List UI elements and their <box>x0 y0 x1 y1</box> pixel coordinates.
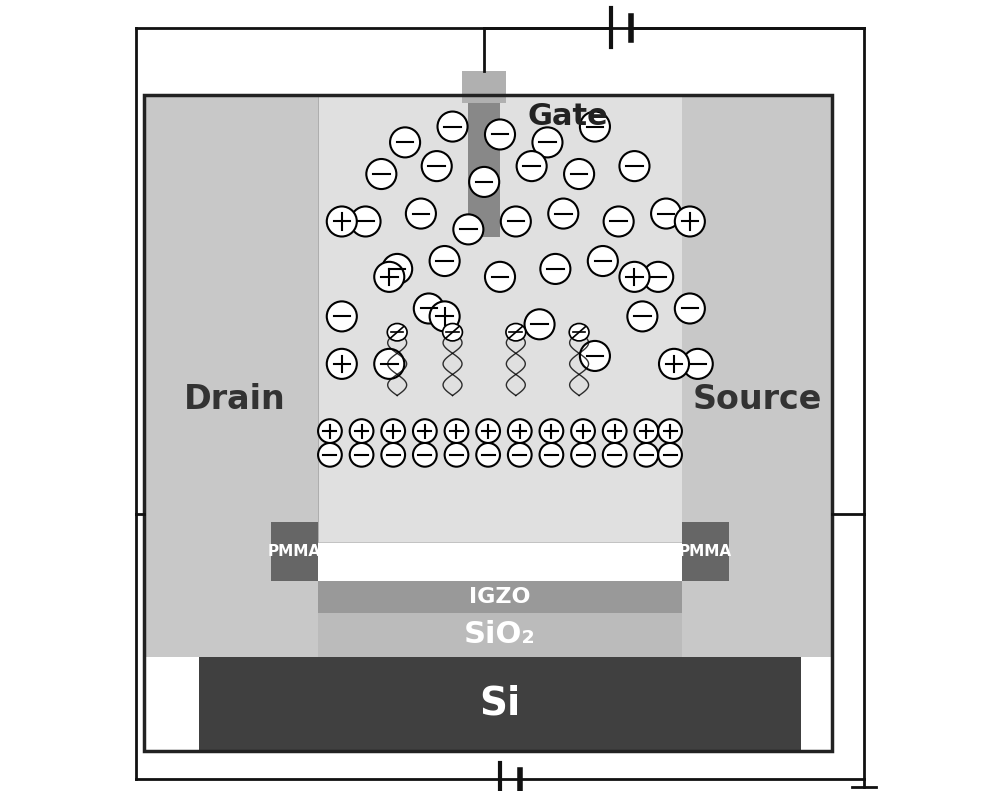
Circle shape <box>430 246 460 276</box>
FancyBboxPatch shape <box>318 581 682 613</box>
Circle shape <box>501 206 531 237</box>
Circle shape <box>318 443 342 467</box>
Circle shape <box>627 301 657 331</box>
Circle shape <box>413 443 437 467</box>
Circle shape <box>658 419 682 443</box>
Circle shape <box>651 199 681 229</box>
Circle shape <box>580 341 610 371</box>
Circle shape <box>476 443 500 467</box>
Ellipse shape <box>443 324 462 341</box>
Text: Si: Si <box>479 685 521 723</box>
Circle shape <box>351 206 381 237</box>
Circle shape <box>540 419 563 443</box>
Circle shape <box>422 151 452 181</box>
Circle shape <box>508 443 532 467</box>
Circle shape <box>453 214 483 244</box>
Circle shape <box>634 443 658 467</box>
Ellipse shape <box>387 324 407 341</box>
Circle shape <box>571 419 595 443</box>
FancyBboxPatch shape <box>271 522 318 581</box>
Text: PMMA: PMMA <box>679 544 732 559</box>
Circle shape <box>381 443 405 467</box>
Circle shape <box>414 293 444 324</box>
FancyBboxPatch shape <box>144 95 318 657</box>
FancyBboxPatch shape <box>318 95 682 542</box>
Circle shape <box>469 167 499 197</box>
FancyBboxPatch shape <box>682 522 729 581</box>
Circle shape <box>604 206 634 237</box>
Circle shape <box>327 349 357 379</box>
Circle shape <box>438 112 468 142</box>
Circle shape <box>476 419 500 443</box>
Circle shape <box>366 159 396 189</box>
Circle shape <box>381 419 405 443</box>
Circle shape <box>603 443 627 467</box>
Text: PMMA: PMMA <box>268 544 321 559</box>
Circle shape <box>390 127 420 157</box>
Circle shape <box>540 254 570 284</box>
Circle shape <box>619 262 649 292</box>
Circle shape <box>525 309 555 339</box>
Circle shape <box>588 246 618 276</box>
Circle shape <box>571 443 595 467</box>
Circle shape <box>675 206 705 237</box>
FancyBboxPatch shape <box>199 657 801 751</box>
Circle shape <box>508 419 532 443</box>
Circle shape <box>318 419 342 443</box>
Ellipse shape <box>569 324 589 341</box>
Circle shape <box>532 127 562 157</box>
Circle shape <box>548 199 578 229</box>
Text: Gate: Gate <box>528 102 608 131</box>
Circle shape <box>683 349 713 379</box>
Circle shape <box>634 419 658 443</box>
Circle shape <box>382 254 412 284</box>
Circle shape <box>350 443 373 467</box>
Circle shape <box>619 151 649 181</box>
Text: IGZO: IGZO <box>469 587 531 607</box>
FancyBboxPatch shape <box>682 95 832 657</box>
Circle shape <box>675 293 705 324</box>
Circle shape <box>485 262 515 292</box>
Text: Source: Source <box>692 383 822 416</box>
Circle shape <box>350 419 373 443</box>
Circle shape <box>374 349 404 379</box>
Text: SiO₂: SiO₂ <box>464 620 536 649</box>
FancyBboxPatch shape <box>468 95 500 237</box>
Circle shape <box>430 301 460 331</box>
Circle shape <box>643 262 673 292</box>
FancyBboxPatch shape <box>144 95 318 542</box>
Circle shape <box>580 112 610 142</box>
Circle shape <box>485 119 515 149</box>
Ellipse shape <box>506 324 526 341</box>
Circle shape <box>327 301 357 331</box>
Circle shape <box>658 443 682 467</box>
Circle shape <box>659 349 689 379</box>
Circle shape <box>603 419 627 443</box>
Circle shape <box>540 443 563 467</box>
Circle shape <box>327 206 357 237</box>
Circle shape <box>517 151 547 181</box>
FancyBboxPatch shape <box>462 71 506 103</box>
Circle shape <box>406 199 436 229</box>
Text: Drain: Drain <box>184 383 286 416</box>
Circle shape <box>445 443 468 467</box>
FancyBboxPatch shape <box>682 95 832 542</box>
Circle shape <box>445 419 468 443</box>
Circle shape <box>564 159 594 189</box>
Circle shape <box>374 262 404 292</box>
Circle shape <box>413 419 437 443</box>
FancyBboxPatch shape <box>199 613 801 657</box>
